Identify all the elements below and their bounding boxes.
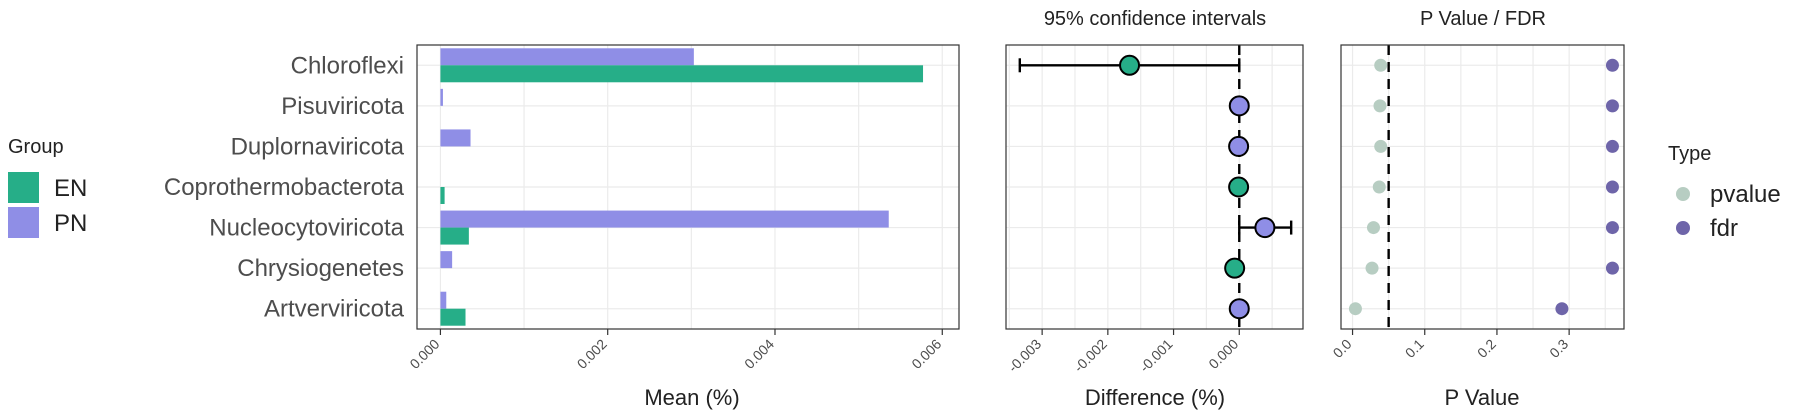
fdr-point-chloroflexi bbox=[1605, 58, 1619, 72]
category-label-chloroflexi: Chloroflexi bbox=[291, 52, 404, 79]
legend-type-title: Type bbox=[1668, 143, 1711, 165]
fdr-point-coprothermobacterota bbox=[1605, 180, 1619, 194]
mean-axis-title: Mean (%) bbox=[644, 385, 739, 410]
pvalue-marks bbox=[1348, 58, 1619, 316]
mean-bar-panel: 0.000 0.002 0.004 0.006 Mean (%) bbox=[406, 44, 960, 410]
pvalue-point-coprothermobacterota bbox=[1372, 180, 1386, 194]
bar-pn-artverviricota bbox=[440, 291, 447, 309]
fdr-point-artverviricota bbox=[1555, 302, 1569, 316]
bar-pn-pisuviricota bbox=[440, 88, 443, 106]
legend-swatch-pn bbox=[8, 207, 39, 238]
pvalue-panel: P Value / FDR 0.0 0.1 0.2 0.3 P Value bbox=[1330, 8, 1625, 410]
mean-tick-label: 0.002 bbox=[574, 336, 610, 372]
pvalue-gridlines bbox=[1341, 45, 1624, 329]
mean-bars bbox=[440, 48, 924, 326]
ci-point-nucleocytoviricota bbox=[1254, 217, 1276, 239]
pvalue-tick-label: 0.2 bbox=[1474, 336, 1499, 361]
category-label-chrysiogenetes: Chrysiogenetes bbox=[237, 255, 404, 282]
bar-pn-nucleocytoviricota bbox=[440, 210, 889, 228]
bar-en-artverviricota bbox=[440, 308, 466, 326]
fdr-point-duplornaviricota bbox=[1605, 139, 1619, 153]
ci-tick-label: 0.000 bbox=[1205, 336, 1241, 372]
ci-axis-title: Difference (%) bbox=[1085, 385, 1225, 410]
pvalue-point-artverviricota bbox=[1348, 302, 1362, 316]
fdr-point-nucleocytoviricota bbox=[1605, 221, 1619, 235]
ci-point-chrysiogenetes bbox=[1224, 257, 1246, 279]
ci-point-coprothermobacterota bbox=[1228, 176, 1250, 198]
bar-pn-chloroflexi bbox=[440, 48, 694, 66]
ci-marks bbox=[1018, 54, 1293, 320]
ci-axis-ticks: -0.003 -0.002 -0.001 0.000 bbox=[1005, 329, 1242, 375]
pvalue-panel-border bbox=[1340, 44, 1625, 330]
ci-tick-label: -0.003 bbox=[1005, 336, 1045, 376]
mean-axis-ticks: 0.000 0.002 0.004 0.006 bbox=[406, 329, 945, 372]
fdr-point-pisuviricota bbox=[1605, 99, 1619, 113]
category-labels: Chloroflexi Pisuviricota Duplornaviricota C… bbox=[164, 52, 405, 322]
pvalue-tick-label: 0.0 bbox=[1330, 336, 1355, 361]
legend-label-pn: PN bbox=[54, 210, 87, 237]
bar-pn-chrysiogenetes bbox=[440, 251, 453, 269]
legend-label-fdr: fdr bbox=[1710, 215, 1738, 242]
pvalue-axis-ticks: 0.0 0.1 0.2 0.3 bbox=[1330, 329, 1571, 361]
ci-point-duplornaviricota bbox=[1228, 135, 1250, 157]
legend-swatch-en bbox=[8, 172, 39, 203]
legend-label-pvalue: pvalue bbox=[1710, 181, 1781, 208]
category-label-artverviricota: Artverviricota bbox=[264, 296, 405, 323]
ci-tick-label: -0.001 bbox=[1136, 336, 1176, 376]
fdr-point-chrysiogenetes bbox=[1605, 261, 1619, 275]
pvalue-panel-title: P Value / FDR bbox=[1420, 8, 1546, 30]
mean-bar-panel-border bbox=[416, 44, 960, 330]
legend-group: Group EN PN bbox=[8, 136, 87, 238]
bar-en-coprothermobacterota bbox=[440, 187, 445, 204]
bar-en-nucleocytoviricota bbox=[440, 227, 469, 245]
ci-panel: 95% confidence intervals -0.003 -0.002 -0.… bbox=[1005, 8, 1304, 410]
bar-pn-duplornaviricota bbox=[440, 129, 471, 147]
category-label-nucleocytoviricota: Nucleocytoviricota bbox=[209, 215, 404, 242]
category-label-pisuviricota: Pisuviricota bbox=[281, 93, 404, 120]
legend-dot-fdr bbox=[1676, 221, 1690, 235]
legend-label-en: EN bbox=[54, 175, 87, 202]
mean-tick-label: 0.004 bbox=[741, 336, 777, 372]
ci-gridlines bbox=[1006, 45, 1303, 329]
ci-panel-title: 95% confidence intervals bbox=[1044, 8, 1266, 30]
mean-tick-label: 0.006 bbox=[908, 336, 944, 372]
ci-panel-border bbox=[1005, 44, 1304, 330]
legend-group-title: Group bbox=[8, 136, 64, 158]
legend-type: Type pvalue fdr bbox=[1668, 143, 1781, 242]
pvalue-point-chrysiogenetes bbox=[1365, 261, 1379, 275]
legend-dot-pvalue bbox=[1676, 187, 1690, 201]
ci-tick-label: -0.002 bbox=[1071, 336, 1111, 376]
bar-en-chloroflexi bbox=[440, 65, 924, 83]
mean-tick-label: 0.000 bbox=[406, 336, 442, 372]
pvalue-tick-label: 0.3 bbox=[1546, 336, 1571, 361]
pvalue-point-chloroflexi bbox=[1374, 58, 1388, 72]
category-label-duplornaviricota: Duplornaviricota bbox=[231, 133, 405, 160]
ci-point-pisuviricota bbox=[1228, 95, 1250, 117]
pvalue-point-pisuviricota bbox=[1373, 99, 1387, 113]
category-label-coprothermobacterota: Coprothermobacterota bbox=[164, 174, 405, 201]
pvalue-tick-label: 0.1 bbox=[1402, 336, 1427, 361]
ci-point-artverviricota bbox=[1228, 298, 1250, 320]
pvalue-point-nucleocytoviricota bbox=[1366, 221, 1380, 235]
ci-point-chloroflexi bbox=[1119, 54, 1141, 76]
pvalue-axis-title: P Value bbox=[1444, 385, 1519, 410]
pvalue-point-duplornaviricota bbox=[1374, 139, 1388, 153]
mean-bar-gridlines bbox=[417, 45, 959, 329]
